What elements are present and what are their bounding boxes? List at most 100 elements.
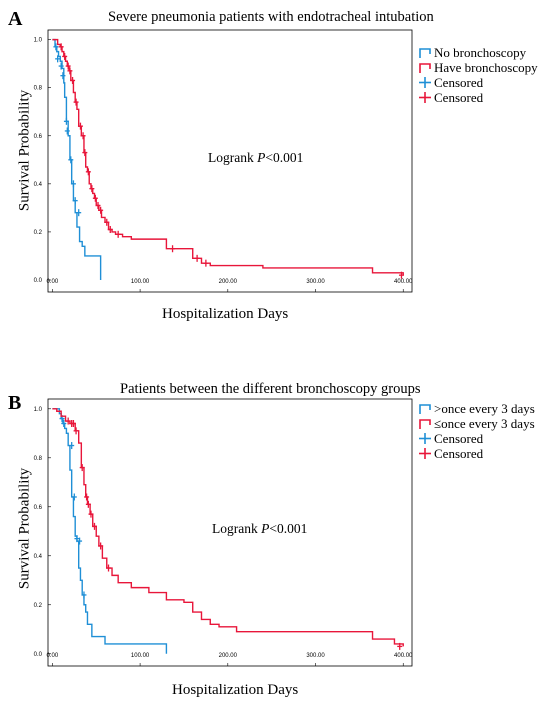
censor-mark (74, 535, 80, 543)
censor-mark (62, 52, 68, 60)
panel-a-x-axis-label: Hospitalization Days (162, 306, 289, 322)
y-tick-label: 0.0 (34, 278, 43, 284)
censor-mark (88, 510, 94, 518)
censor-mark (67, 67, 73, 75)
legend-item: Censored (418, 431, 535, 446)
censor-mark (63, 117, 69, 125)
censor-mark (398, 271, 404, 279)
censor-mark (95, 201, 101, 209)
censor-mark (92, 194, 98, 202)
legend-label: No bronchoscopy (434, 45, 527, 60)
step-line-icon (419, 63, 431, 73)
panel-b-legend: >once every 3 days ≤once every 3 days Cens… (418, 401, 535, 461)
panel-a-title: Severe pneumonia patients with endotrach… (108, 9, 434, 25)
censor-mark (61, 419, 67, 427)
censor-mark (60, 72, 66, 80)
censor-mark (71, 493, 77, 501)
y-tick-label: 0.4 (34, 182, 43, 188)
censor-mark (72, 197, 78, 205)
y-tick-label: 0.2 (34, 603, 43, 609)
panel-a-logrank-annotation: Logrank P<0.001 (208, 150, 304, 165)
x-tick-label: 0.00 (47, 279, 59, 285)
plot-frame (47, 398, 413, 667)
censor-mark (68, 156, 74, 164)
censor-mark (53, 43, 59, 51)
censor-mark (79, 464, 85, 472)
censor-mark (107, 226, 113, 234)
censor-mark (203, 259, 209, 267)
censor-mark (98, 206, 104, 214)
y-tick-label: 0.8 (34, 456, 43, 462)
censor-mark (58, 43, 64, 51)
censor-mark (170, 245, 176, 253)
censor-mark (58, 62, 64, 70)
y-tick-label: 0.6 (34, 134, 43, 140)
legend-item: ≤once every 3 days (418, 416, 535, 431)
censor-mark (77, 122, 83, 130)
censor-mark (76, 209, 82, 217)
censor-mark (73, 98, 79, 106)
x-tick-label: 100.00 (131, 279, 150, 285)
legend-item: Censored (418, 75, 538, 90)
survival-curve-series-1 (52, 408, 404, 647)
censor-plus-icon (419, 77, 431, 88)
legend-item: Censored (418, 90, 538, 105)
censor-mark (73, 427, 79, 435)
censor-mark (70, 76, 76, 84)
y-tick-label: 1.0 (34, 407, 43, 413)
x-tick-label: 100.00 (131, 653, 150, 659)
legend-item: >once every 3 days (418, 401, 535, 416)
panel-b-logrank-annotation: Logrank P<0.001 (212, 521, 308, 536)
censor-plus-icon (419, 92, 431, 103)
censor-mark (69, 442, 75, 450)
panel-a-survival-chart: A Severe pneumonia patients with endotra… (0, 0, 550, 340)
censor-mark (77, 537, 83, 545)
x-tick-label: 300.00 (306, 279, 325, 285)
x-tick-label: 0.00 (47, 653, 59, 659)
censor-mark (89, 185, 95, 193)
censor-mark (65, 417, 71, 425)
censor-mark (91, 522, 97, 530)
censor-mark (106, 564, 112, 572)
y-tick-label: 0.8 (34, 86, 43, 92)
censor-mark (70, 419, 76, 427)
panel-b-letter: B (8, 392, 22, 414)
y-tick-label: 0.4 (34, 554, 43, 560)
censor-plus-icon (419, 433, 431, 444)
legend-label: ≤once every 3 days (434, 416, 535, 431)
censor-mark (80, 132, 86, 140)
legend-item: Have bronchoscopy (418, 60, 538, 75)
censor-mark (55, 55, 61, 63)
panel-b-survival-chart: B Patients between the different broncho… (0, 375, 550, 707)
panel-a-legend: No bronchoscopy Have bronchoscopy Censored… (418, 45, 538, 105)
legend-label: Censored (434, 75, 484, 90)
y-tick-label: 1.0 (34, 38, 43, 44)
censor-mark (65, 62, 71, 70)
legend-label: Have bronchoscopy (434, 60, 538, 75)
legend-item: No bronchoscopy (418, 45, 538, 60)
survival-curve-series-0 (52, 38, 102, 280)
censor-mark (81, 591, 87, 599)
panel-a-letter: A (8, 8, 23, 30)
censor-mark (64, 127, 70, 135)
step-line-icon (419, 48, 431, 58)
censor-mark (104, 218, 110, 226)
censor-mark (70, 180, 76, 188)
x-tick-label: 200.00 (219, 279, 238, 285)
censor-mark (85, 500, 91, 508)
censor-mark (82, 149, 88, 157)
censor-mark (98, 542, 104, 550)
step-line-icon (419, 419, 431, 429)
y-tick-label: 0.6 (34, 505, 43, 511)
legend-label: >once every 3 days (434, 401, 535, 416)
censor-mark (397, 642, 403, 650)
censor-plus-icon (419, 448, 431, 459)
x-tick-label: 400.00 (394, 279, 413, 285)
legend-item: Censored (418, 446, 535, 461)
plot-frame (47, 29, 413, 293)
step-line-icon (419, 404, 431, 414)
legend-label: Censored (434, 90, 484, 105)
x-tick-label: 300.00 (306, 653, 325, 659)
panel-b-plot-area: 0.0 0.2 0.4 0.6 0.8 1.0 0.00 100.00 200.00 300.00… (34, 398, 413, 667)
x-tick-label: 400.00 (394, 653, 413, 659)
